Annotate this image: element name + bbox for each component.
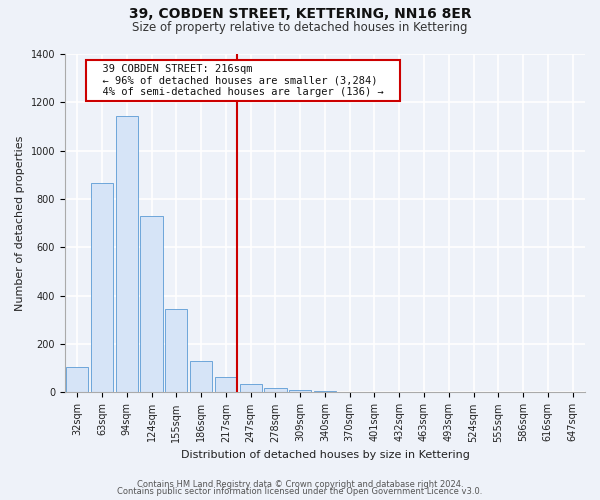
- Text: 39 COBDEN STREET: 216sqm
  ← 96% of detached houses are smaller (3,284)
  4% of : 39 COBDEN STREET: 216sqm ← 96% of detach…: [89, 64, 396, 97]
- Text: Contains HM Land Registry data © Crown copyright and database right 2024.: Contains HM Land Registry data © Crown c…: [137, 480, 463, 489]
- Bar: [190, 361, 212, 392]
- Bar: [91, 184, 113, 392]
- Bar: [289, 390, 311, 392]
- Text: Contains public sector information licensed under the Open Government Licence v3: Contains public sector information licen…: [118, 487, 482, 496]
- Bar: [215, 376, 237, 392]
- Y-axis label: Number of detached properties: Number of detached properties: [15, 136, 25, 311]
- Bar: [264, 388, 287, 392]
- Bar: [66, 367, 88, 392]
- Bar: [116, 116, 138, 392]
- X-axis label: Distribution of detached houses by size in Kettering: Distribution of detached houses by size …: [181, 450, 469, 460]
- Bar: [140, 216, 163, 392]
- Bar: [314, 390, 336, 392]
- Bar: [165, 309, 187, 392]
- Text: 39, COBDEN STREET, KETTERING, NN16 8ER: 39, COBDEN STREET, KETTERING, NN16 8ER: [128, 8, 472, 22]
- Bar: [239, 384, 262, 392]
- Text: Size of property relative to detached houses in Kettering: Size of property relative to detached ho…: [132, 21, 468, 34]
